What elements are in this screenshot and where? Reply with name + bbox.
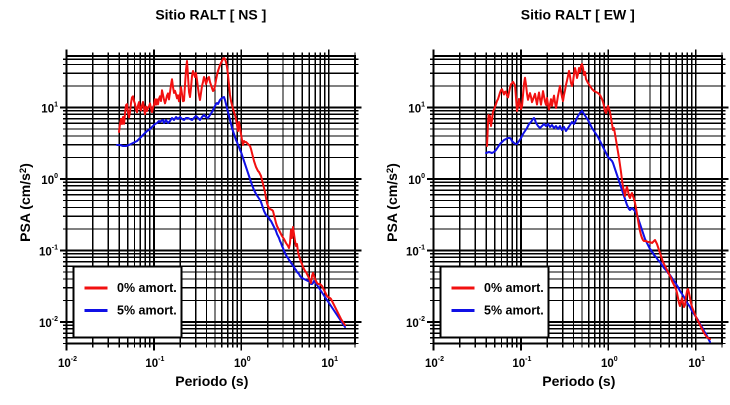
- svg-text:Sitio RALT [ NS ]: Sitio RALT [ NS ]: [155, 7, 266, 23]
- svg-text:101: 101: [321, 356, 338, 370]
- svg-text:5% amort.: 5% amort.: [484, 304, 544, 318]
- svg-text:Periodo (s): Periodo (s): [175, 373, 248, 389]
- svg-text:Sitio RALT [ EW ]: Sitio RALT [ EW ]: [521, 7, 635, 23]
- svg-text:PSA (cm/s2): PSA (cm/s2): [17, 163, 33, 242]
- svg-text:Periodo (s): Periodo (s): [542, 373, 615, 389]
- svg-text:100: 100: [234, 356, 251, 370]
- svg-text:100: 100: [408, 173, 425, 187]
- svg-text:PSA (cm/s2): PSA (cm/s2): [384, 163, 400, 242]
- svg-text:5% amort.: 5% amort.: [117, 304, 177, 318]
- svg-text:0% amort.: 0% amort.: [117, 281, 177, 295]
- svg-text:0% amort.: 0% amort.: [484, 281, 544, 295]
- svg-text:101: 101: [688, 356, 705, 370]
- svg-text:100: 100: [41, 173, 58, 187]
- svg-text:100: 100: [601, 356, 618, 370]
- svg-text:101: 101: [41, 101, 58, 115]
- svg-text:101: 101: [408, 101, 425, 115]
